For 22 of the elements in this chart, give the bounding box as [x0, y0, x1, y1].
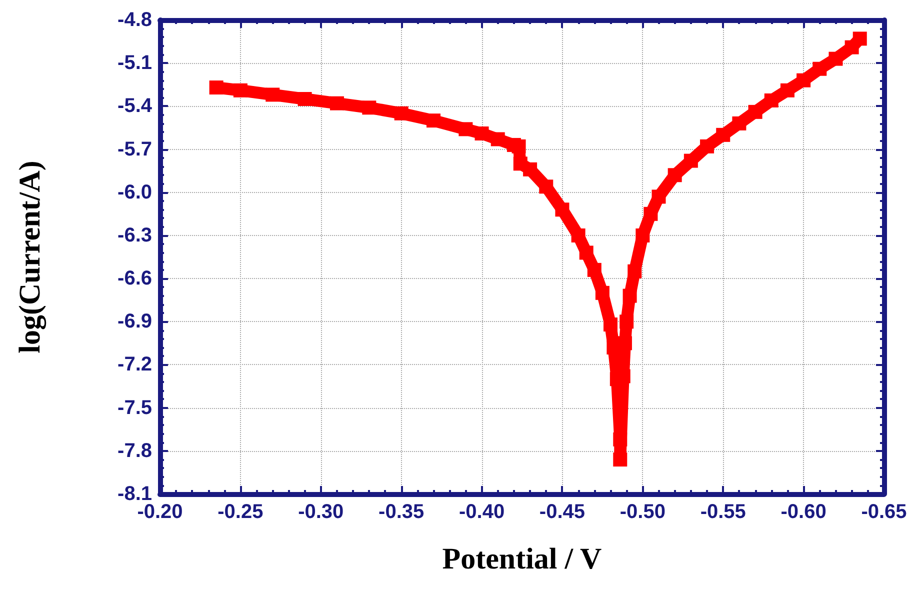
- y-tick-label: -5.7: [118, 138, 152, 160]
- x-tick-label: -0.55: [700, 501, 746, 523]
- x-tick-label: -0.45: [539, 501, 586, 523]
- y-tick-label: -5.1: [118, 52, 152, 74]
- y-tick-label: -6.3: [118, 224, 152, 246]
- x-tick-label: -0.40: [458, 501, 505, 523]
- y-axis-title: log(Current/A): [14, 160, 46, 354]
- y-tick-label: -7.2: [118, 354, 152, 376]
- x-tick-label: -0.65: [861, 501, 907, 523]
- y-tick-label: -4.8: [118, 9, 152, 31]
- x-tick-label: -0.35: [378, 501, 424, 523]
- y-tick-label: -6.0: [118, 181, 152, 204]
- x-tick-label: -0.60: [780, 501, 826, 523]
- x-tick-label: -0.50: [620, 501, 666, 523]
- x-axis-title: Potential / V: [442, 542, 602, 576]
- y-tick-label: -5.4: [118, 95, 153, 118]
- y-tick-label: -6.9: [118, 310, 152, 333]
- y-tick-label: -6.6: [118, 268, 152, 290]
- x-tick-label: -0.25: [218, 501, 264, 523]
- y-tick-label: -7.5: [118, 396, 152, 419]
- y-tick-label: -7.8: [118, 440, 152, 462]
- x-tick-label: -0.30: [298, 501, 344, 523]
